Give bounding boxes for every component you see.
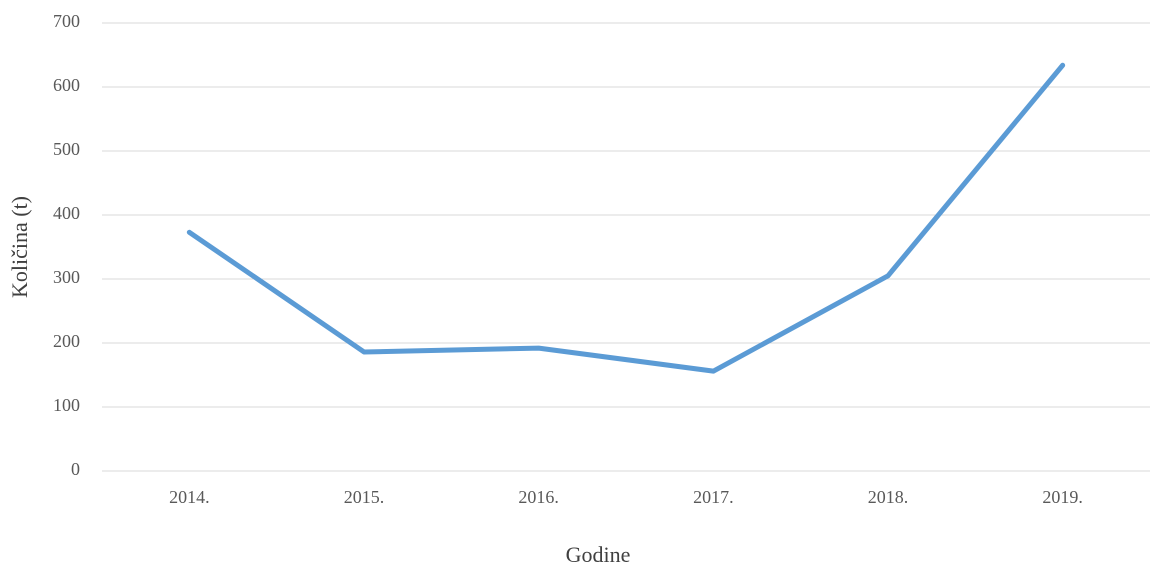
y-tick-label: 200 <box>53 331 80 351</box>
x-tick-label: 2019. <box>1042 487 1083 507</box>
x-tick-label: 2018. <box>868 487 909 507</box>
x-tick-label: 2014. <box>169 487 210 507</box>
y-tick-label: 400 <box>53 203 80 223</box>
y-tick-label: 300 <box>53 267 80 287</box>
x-axis-label: Godine <box>566 542 631 567</box>
y-tick-label: 100 <box>53 395 80 415</box>
y-axis-label: Količina (t) <box>7 196 32 298</box>
y-tick-label: 600 <box>53 75 80 95</box>
data-line <box>186 62 1066 374</box>
x-tick-label: 2015. <box>344 487 385 507</box>
y-tick-label: 500 <box>53 139 80 159</box>
y-tick-label: 700 <box>53 11 80 31</box>
x-tick-label: 2017. <box>693 487 734 507</box>
y-tick-label: 0 <box>71 459 80 479</box>
x-tick-label: 2016. <box>518 487 559 507</box>
